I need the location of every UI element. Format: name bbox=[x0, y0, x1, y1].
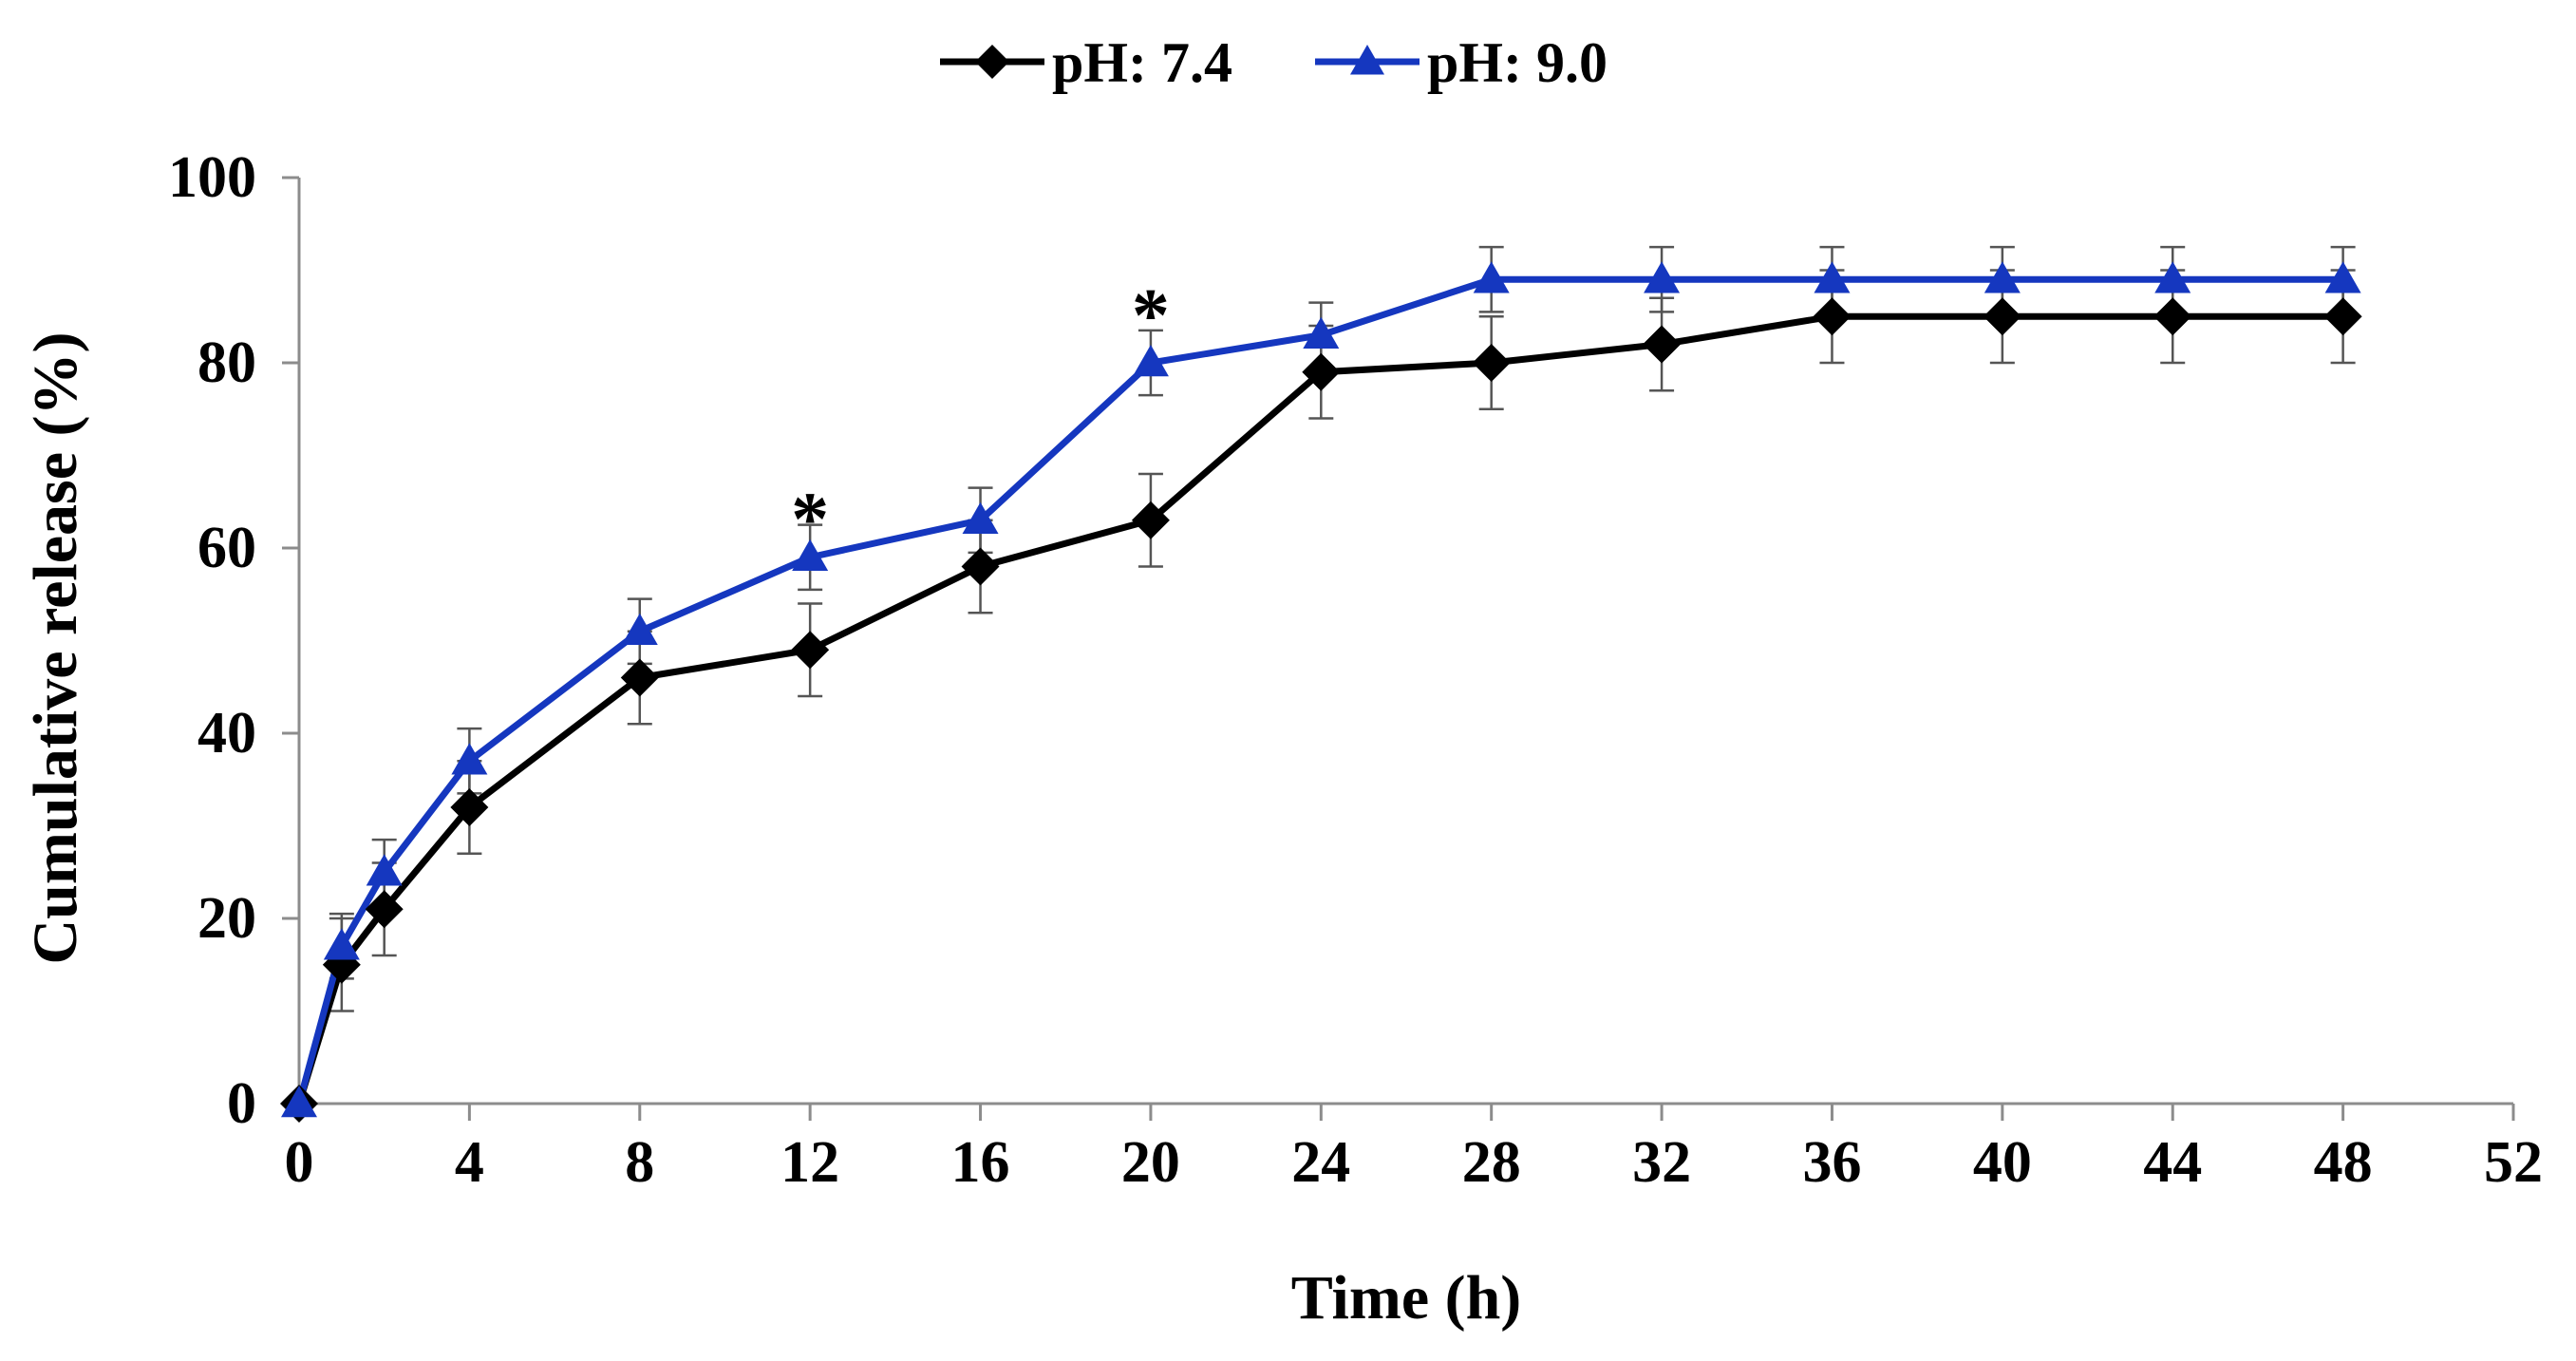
x-tick-label: 20 bbox=[1121, 1130, 1180, 1195]
legend-label: pH: 7.4 bbox=[1052, 31, 1232, 94]
significance-asterisk: * bbox=[1132, 274, 1170, 358]
data-point bbox=[2324, 261, 2361, 293]
x-tick-label: 52 bbox=[2484, 1130, 2543, 1195]
x-tick-label: 12 bbox=[780, 1130, 839, 1195]
series-markers bbox=[280, 261, 2362, 1123]
data-point bbox=[323, 928, 360, 960]
data-point bbox=[2323, 297, 2362, 336]
y-tick-label: 0 bbox=[227, 1071, 256, 1136]
significance-asterisk: * bbox=[791, 478, 829, 561]
data-point bbox=[1472, 344, 1511, 382]
x-tick-label: 16 bbox=[951, 1130, 1010, 1195]
x-tick-label: 48 bbox=[2314, 1130, 2373, 1195]
legend-marker bbox=[1350, 45, 1384, 75]
y-tick-label: 20 bbox=[197, 886, 256, 951]
data-point bbox=[1302, 352, 1341, 391]
x-tick-label: 8 bbox=[625, 1130, 654, 1195]
data-point bbox=[450, 788, 489, 826]
data-point bbox=[1984, 261, 2021, 293]
x-tick-label: 0 bbox=[285, 1130, 314, 1195]
x-tick-label: 32 bbox=[1632, 1130, 1691, 1195]
y-tick-label: 40 bbox=[197, 701, 256, 766]
series-line-ph-7-4 bbox=[295, 312, 2343, 1106]
data-point bbox=[451, 743, 488, 775]
data-point bbox=[1983, 297, 2021, 336]
x-tick-label: 40 bbox=[1973, 1130, 2032, 1195]
data-point bbox=[1644, 261, 1681, 293]
data-point bbox=[1132, 345, 1169, 377]
data-point bbox=[281, 1086, 317, 1118]
x-axis-title: Time (h) bbox=[1291, 1263, 1522, 1333]
legend-marker bbox=[975, 45, 1009, 79]
data-point bbox=[2154, 261, 2191, 293]
data-point bbox=[365, 890, 404, 929]
data-point bbox=[1303, 316, 1340, 349]
x-tick-label: 36 bbox=[1802, 1130, 1861, 1195]
data-point bbox=[1813, 297, 1852, 336]
data-point bbox=[1643, 325, 1682, 364]
legend-label: pH: 9.0 bbox=[1427, 31, 1608, 94]
x-tick-label: 44 bbox=[2143, 1130, 2202, 1195]
data-point bbox=[1131, 501, 1170, 539]
annotations: ** bbox=[791, 274, 1170, 562]
data-point bbox=[1814, 261, 1851, 293]
data-point bbox=[2153, 297, 2192, 336]
data-point bbox=[962, 501, 999, 534]
data-point bbox=[961, 547, 1000, 586]
data-point bbox=[366, 854, 403, 886]
x-tick-label: 4 bbox=[455, 1130, 484, 1195]
x-tick-label: 28 bbox=[1462, 1130, 1521, 1195]
x-tick-label: 24 bbox=[1291, 1130, 1350, 1195]
y-tick-label: 80 bbox=[197, 331, 256, 395]
y-tick-label: 60 bbox=[197, 516, 256, 580]
y-tick-label: 100 bbox=[168, 145, 256, 210]
data-point bbox=[620, 658, 659, 697]
y-axis-title: Cumulative release (%) bbox=[21, 332, 90, 965]
legend: pH: 7.4 pH: 9.0 bbox=[940, 31, 1608, 94]
legend-entry-ph-9-0: pH: 9.0 bbox=[1315, 31, 1608, 94]
data-point bbox=[792, 539, 829, 571]
data-point bbox=[791, 631, 830, 670]
legend-entry-ph-7-4: pH: 7.4 bbox=[940, 31, 1232, 94]
data-point bbox=[1473, 261, 1510, 293]
data-point bbox=[621, 613, 658, 645]
